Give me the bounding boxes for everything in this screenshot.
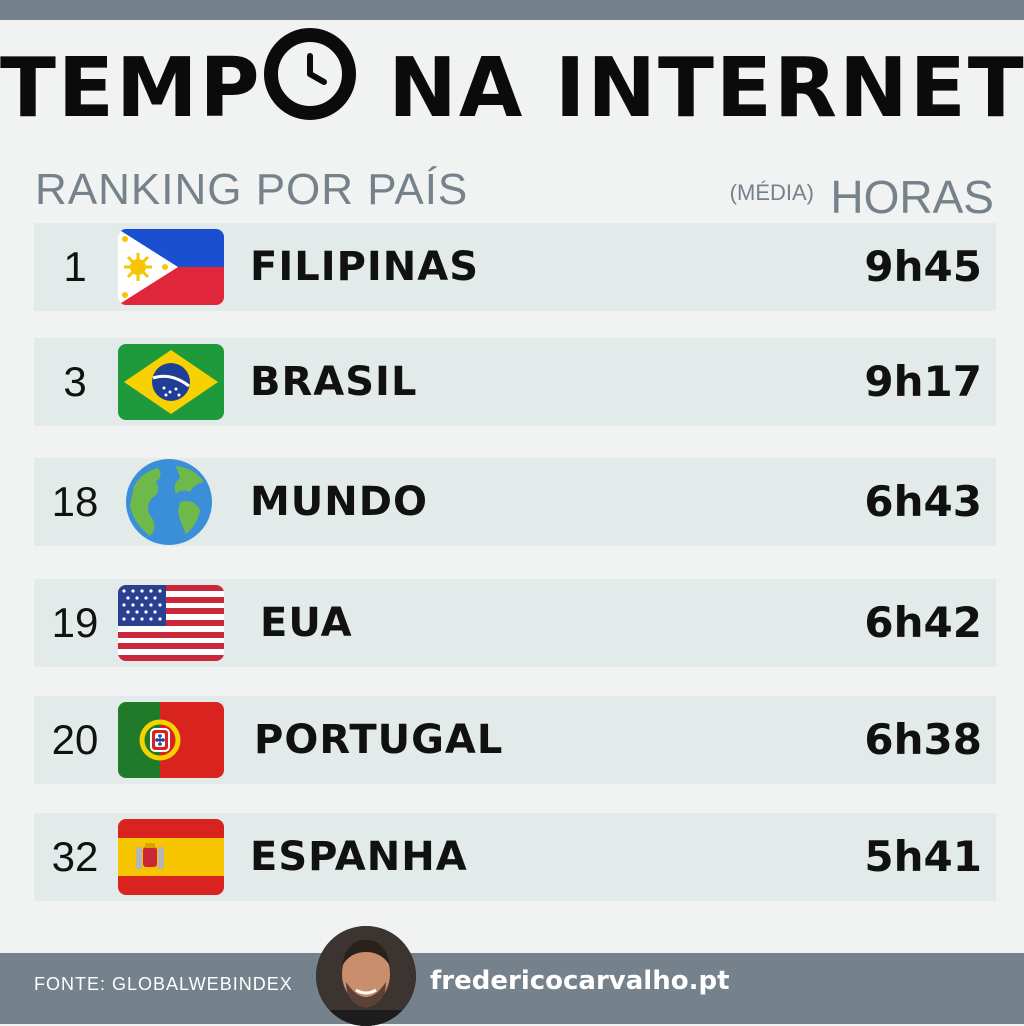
country-name: MUNDO xyxy=(250,479,428,525)
portugal-flag-icon xyxy=(118,702,224,778)
time-value: 6h38 xyxy=(864,715,982,764)
ranking-row: 3 BRASIL 9h17 xyxy=(34,338,996,426)
time-value: 6h42 xyxy=(864,598,982,647)
subtitle: RANKING POR PAÍS xyxy=(35,165,469,214)
rank-number: 19 xyxy=(51,599,99,646)
country-name: BRASIL xyxy=(250,359,418,405)
time-value: 9h17 xyxy=(864,357,982,406)
ranking-row: 32 ESPANHA 5h41 xyxy=(34,813,996,901)
philippines-flag-icon xyxy=(118,229,224,305)
rank-number: 1 xyxy=(63,243,87,290)
rank-number: 20 xyxy=(51,716,99,763)
country-name: ESPANHA xyxy=(250,834,468,880)
usa-flag-icon xyxy=(118,585,224,661)
country-name: FILIPINAS xyxy=(250,244,480,290)
ranking-row: 20 PORTUGAL 6h38 xyxy=(34,696,996,784)
country-name: PORTUGAL xyxy=(254,717,504,763)
ranking-row: 18 MUNDO 6h43 xyxy=(34,458,996,546)
rank-number: 32 xyxy=(51,833,99,880)
website-link[interactable]: fredericocarvalho.pt xyxy=(430,966,730,996)
time-value: 6h43 xyxy=(864,477,982,526)
source-label: FONTE: GLOBALWEBINDEX xyxy=(34,974,293,994)
rank-number: 18 xyxy=(51,478,99,525)
top-bar xyxy=(0,0,1024,20)
title-part-1: TEMP xyxy=(0,41,262,136)
unit-note: (MÉDIA) xyxy=(729,180,814,205)
title-part-2: NA INTERNET xyxy=(357,41,1024,136)
unit-label: HORAS xyxy=(830,171,994,223)
page-title: TEMP NA INTERNET xyxy=(0,28,1024,137)
footer: FONTE: GLOBALWEBINDEX fredericocarvalho.… xyxy=(0,953,1024,1024)
time-value: 5h41 xyxy=(864,832,982,881)
ranking-row: 19 EUA 6h42 xyxy=(34,579,996,667)
globe-icon xyxy=(124,458,214,546)
spain-flag-icon xyxy=(118,819,224,895)
time-value: 9h45 xyxy=(864,242,982,291)
rank-number: 3 xyxy=(63,358,87,405)
country-name: EUA xyxy=(260,600,353,646)
ranking-row: 1 FILIPINAS 9h45 xyxy=(34,223,996,311)
clock-icon xyxy=(263,28,356,120)
avatar xyxy=(316,926,416,1026)
brazil-flag-icon xyxy=(118,344,224,420)
